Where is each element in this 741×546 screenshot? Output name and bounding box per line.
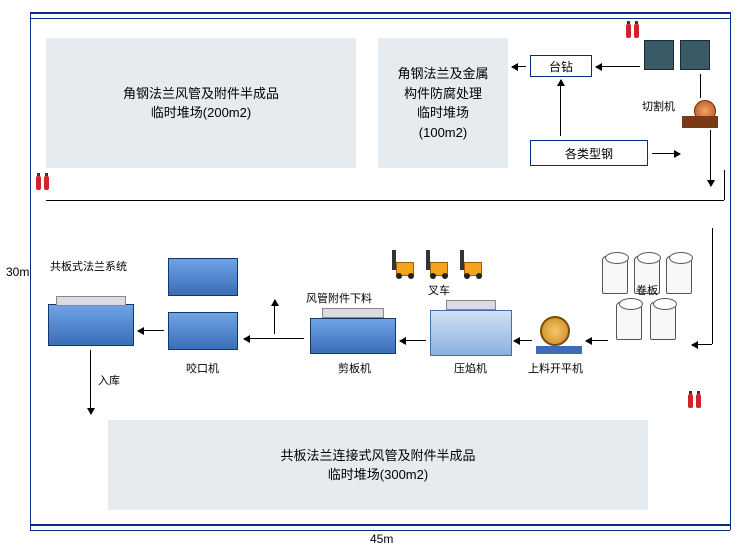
folder-machine-icon-2 xyxy=(168,312,238,350)
extinguisher-icon-top-right xyxy=(626,24,640,42)
outer-border-bottom xyxy=(30,530,730,531)
press-top xyxy=(446,300,496,310)
outer-border-top-inner xyxy=(30,18,730,19)
arrow-steel-up xyxy=(560,80,561,136)
arrow-leveler-to-press xyxy=(514,340,532,341)
extinguisher-icon-left xyxy=(36,176,50,194)
arrow-cutter-down xyxy=(710,130,711,186)
gongban-top xyxy=(56,296,126,306)
gongban-machine-icon xyxy=(48,304,134,346)
storage-top-mid-line3: 临时堆场 xyxy=(417,103,469,123)
drill-machine-1 xyxy=(644,40,674,70)
cutter-label: 切割机 xyxy=(642,98,675,114)
flowline-right-vertical xyxy=(712,228,713,344)
storage-bottom: 共板法兰连接式风管及附件半成品 临时堆场(300m2) xyxy=(108,420,648,510)
fengguan-label: 风管附件下料 xyxy=(306,290,372,306)
arrow-into-topmid xyxy=(512,66,526,67)
arrow-shear-up-branch xyxy=(274,300,275,334)
outer-border-bottom-inner xyxy=(30,524,730,526)
arrow-shear-to-folder xyxy=(244,338,304,339)
arrow-folder-to-gongban xyxy=(138,330,164,331)
arrow-drill-to-taizuan xyxy=(596,66,640,67)
coil-icon-5 xyxy=(650,302,676,340)
factory-layout-diagram: 30m 45m 角钢法兰风管及附件半成品 临时堆场(200m2) 角钢法兰及金属… xyxy=(0,0,741,538)
drill-machine-2 xyxy=(680,40,710,70)
folder-label: 咬口机 xyxy=(186,360,219,376)
storage-top-left-line1: 角钢法兰风管及附件半成品 xyxy=(123,84,279,104)
gongban-system-label: 共板式法兰系统 xyxy=(50,258,127,274)
storage-top-left-line2: 临时堆场(200m2) xyxy=(151,103,251,123)
arrow-coil-to-leveler xyxy=(586,340,608,341)
arrow-steel-to-cutter xyxy=(652,153,680,154)
taizuan-box: 台钻 xyxy=(530,55,592,77)
shear-machine-icon xyxy=(310,318,396,354)
extinguisher-icon-bottom-right xyxy=(688,394,702,412)
coil-label: 卷板 xyxy=(636,282,658,298)
storage-top-mid: 角钢法兰及金属 构件防腐处理 临时堆场 (100m2) xyxy=(378,38,508,168)
forklift-icon-3 xyxy=(460,250,486,276)
storage-bottom-line1: 共板法兰连接式风管及附件半成品 xyxy=(280,446,475,466)
storage-top-left: 角钢法兰风管及附件半成品 临时堆场(200m2) xyxy=(46,38,356,168)
leveler-machine-icon xyxy=(536,312,582,354)
arrow-ruku-down xyxy=(90,350,91,414)
forklift-icon-1 xyxy=(392,250,418,276)
steel-types-label: 各类型钢 xyxy=(565,145,613,162)
press-machine-icon xyxy=(430,310,512,356)
forklift-label: 叉车 xyxy=(428,282,450,298)
width-dimension: 45m xyxy=(370,532,393,546)
outer-border-top xyxy=(30,12,730,14)
line-drill-down xyxy=(700,74,701,98)
shear-label: 剪板机 xyxy=(338,360,371,376)
arrow-press-to-shear xyxy=(400,340,426,341)
outer-border-right xyxy=(730,12,731,530)
coil-icon-1 xyxy=(602,256,628,294)
press-label: 压焰机 xyxy=(454,360,487,376)
folder-machine-icon-1 xyxy=(168,258,238,296)
coil-icon-4 xyxy=(616,302,642,340)
storage-top-mid-line1: 角钢法兰及金属 xyxy=(397,64,488,84)
steel-types-box: 各类型钢 xyxy=(530,140,648,166)
storage-top-mid-line4: (100m2) xyxy=(419,123,467,143)
cutter-base xyxy=(682,116,718,128)
storage-top-mid-line2: 构件防腐处理 xyxy=(404,84,482,104)
flowline-upper-right-drop xyxy=(724,170,725,200)
shear-top xyxy=(322,308,384,318)
ruku-label: 入库 xyxy=(98,372,120,388)
height-dimension: 30m xyxy=(6,265,29,279)
outer-border-left xyxy=(30,12,31,530)
flowline-upper-horizontal xyxy=(46,200,724,201)
arrow-into-coils xyxy=(692,344,712,345)
forklift-icon-2 xyxy=(426,250,452,276)
coil-icon-3 xyxy=(666,256,692,294)
leveler-label: 上料开平机 xyxy=(528,360,583,376)
taizuan-label: 台钻 xyxy=(549,58,573,75)
storage-bottom-line2: 临时堆场(300m2) xyxy=(328,465,428,485)
